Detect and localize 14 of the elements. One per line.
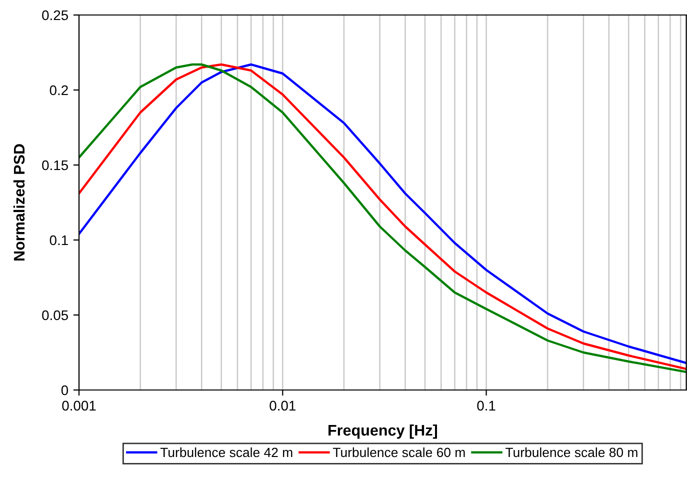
y-tick-label: 0 — [61, 385, 68, 396]
x-tick-label: 0.001 — [62, 400, 96, 411]
x-tick-label: 0.01 — [270, 400, 296, 411]
x-axis-title: Frequency [Hz] — [328, 424, 437, 439]
legend-label: Turbulence scale 60 m — [332, 447, 465, 458]
legend-label: Turbulence scale 42 m — [160, 447, 292, 458]
y-tick-label: 0.15 — [42, 160, 68, 170]
y-axis-title: Normalized PSD — [13, 144, 25, 260]
y-tick-label: 0.2 — [50, 85, 68, 96]
legend-label: Turbulence scale 80 m — [506, 447, 638, 458]
x-tick-label: 0.1 — [477, 400, 496, 411]
y-tick-label: 0.25 — [42, 10, 68, 20]
y-tick-label: 0.1 — [50, 235, 68, 246]
y-tick-label: 0.05 — [42, 310, 68, 320]
